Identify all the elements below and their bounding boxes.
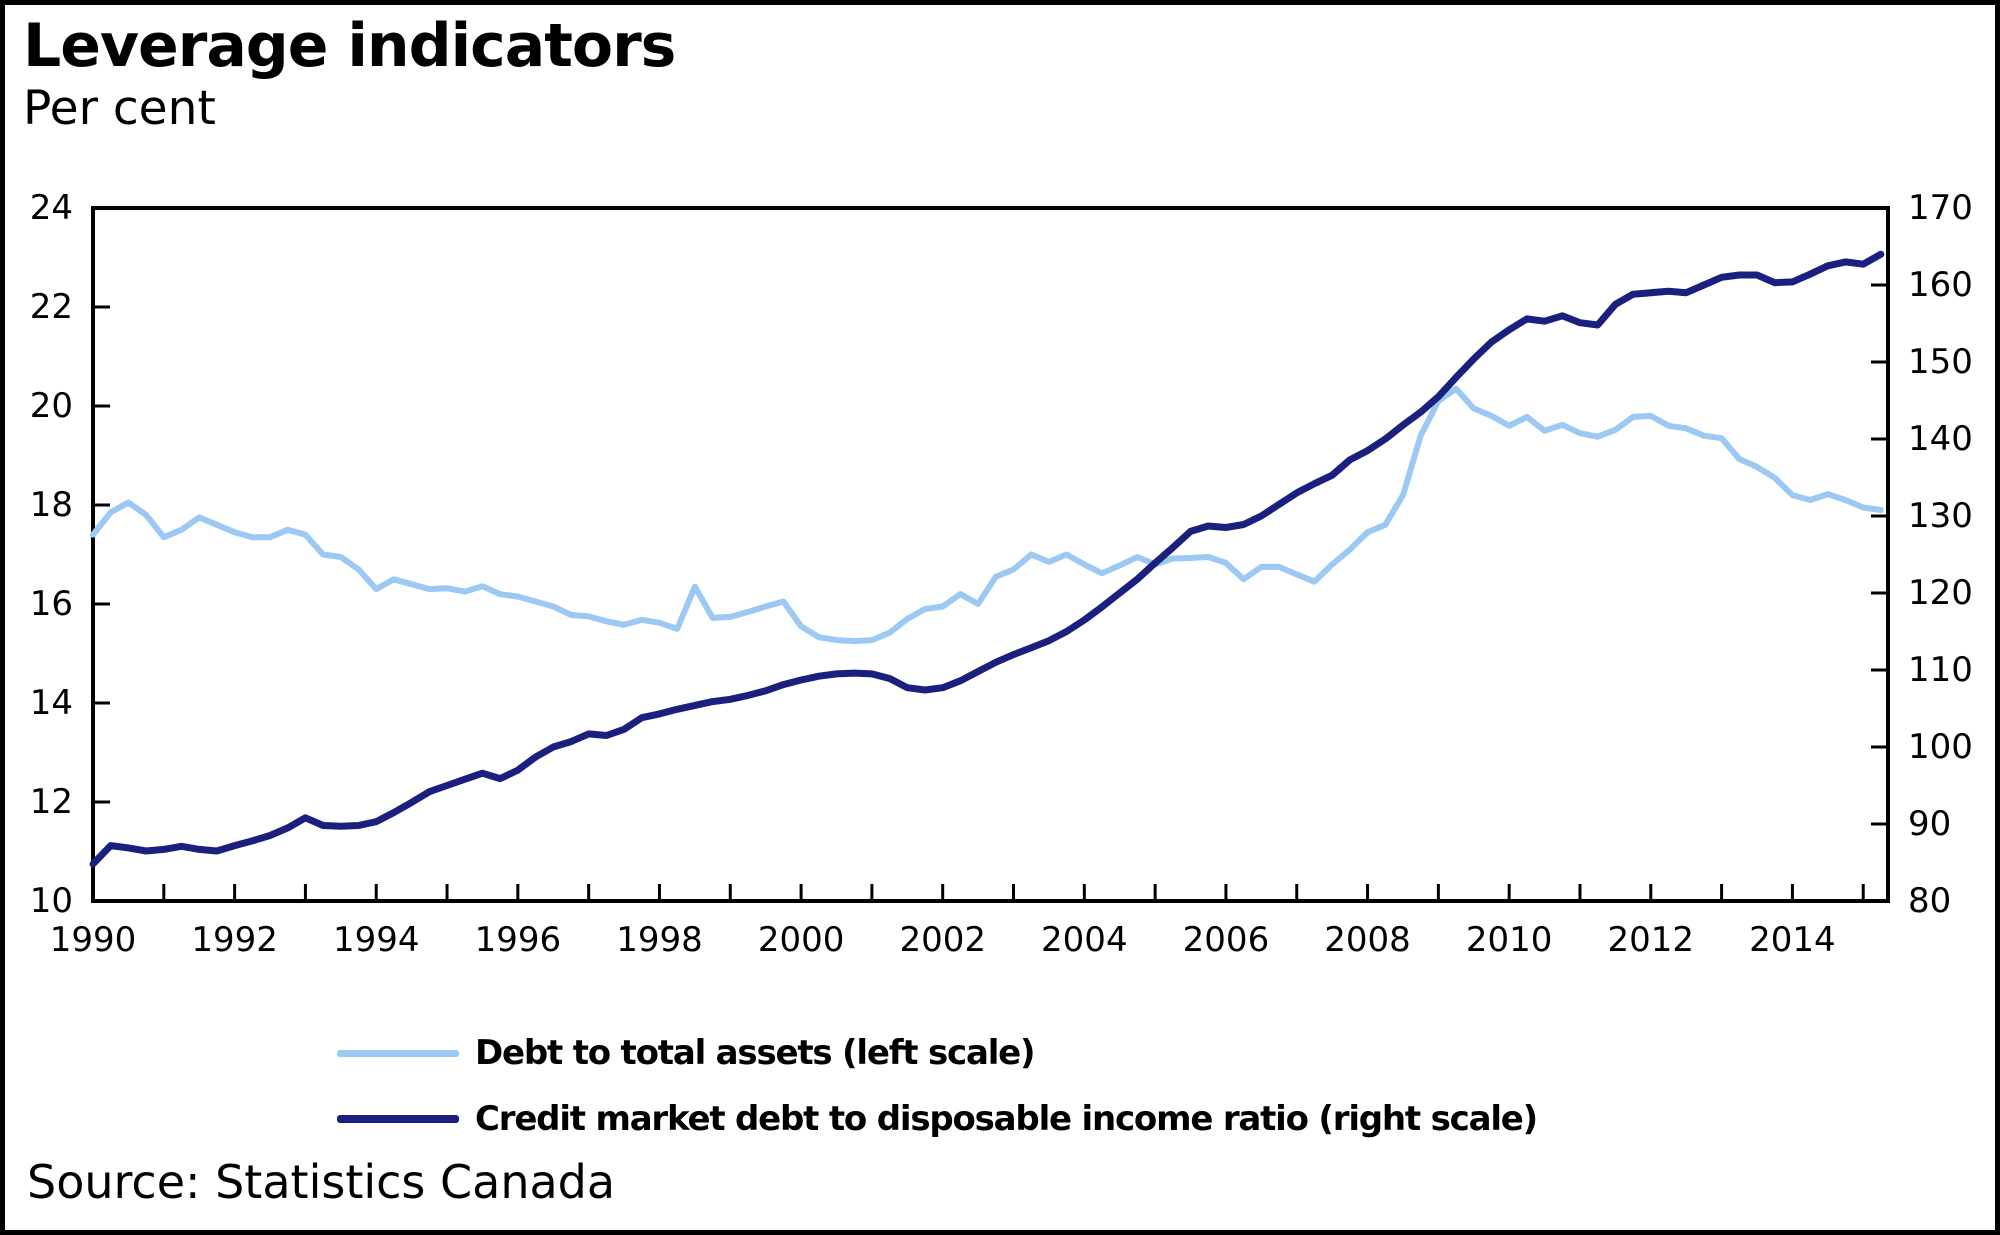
right-axis-tick-label: 90 xyxy=(1908,804,1951,844)
right-axis-tick-label: 160 xyxy=(1908,265,1973,305)
x-axis-tick-label: 1994 xyxy=(333,920,420,960)
x-axis-tick-label: 2010 xyxy=(1466,920,1553,960)
right-axis-tick-label: 150 xyxy=(1908,342,1973,382)
right-axis-tick-label: 80 xyxy=(1908,881,1951,921)
x-axis-tick-label: 2002 xyxy=(899,920,986,960)
x-axis-tick-label: 2012 xyxy=(1608,920,1695,960)
left-axis-tick-label: 18 xyxy=(30,485,73,525)
x-axis-tick-label: 2006 xyxy=(1183,920,1270,960)
axis-units-label: Per cent xyxy=(23,81,216,136)
left-axis-tick-label: 24 xyxy=(30,188,73,228)
page-title: Leverage indicators xyxy=(23,11,676,81)
right-axis-tick-label: 170 xyxy=(1908,188,1973,228)
right-axis-tick-label: 110 xyxy=(1908,650,1973,690)
left-axis-tick-label: 12 xyxy=(30,782,73,822)
plot-border xyxy=(91,206,1890,903)
series-line-debt-to-total-assets xyxy=(90,385,1884,645)
line-chart: 24 22 20 18 16 14 12 10 170 160 150 140 130 120 110 100… xyxy=(30,188,1973,960)
source-note: Source: Statistics Canada xyxy=(27,1155,616,1209)
left-axis-tick-label: 14 xyxy=(30,683,73,723)
x-axis-tick-label: 2014 xyxy=(1749,920,1836,960)
x-axis-tick-label: 2008 xyxy=(1324,920,1411,960)
x-axis-tick-label: 2004 xyxy=(1041,920,1128,960)
left-axis-tick-label: 22 xyxy=(30,287,73,327)
x-axis-tick-label: 1996 xyxy=(475,920,562,960)
left-axis-tick-label: 20 xyxy=(30,386,73,426)
right-axis-tick-label: 100 xyxy=(1908,727,1973,767)
right-axis-tick-label: 130 xyxy=(1908,496,1973,536)
left-axis-tick-label: 10 xyxy=(30,881,73,921)
x-axis-tick-label: 1992 xyxy=(191,920,278,960)
left-axis-tick-label: 16 xyxy=(30,584,73,624)
x-axis-tick-label: 2000 xyxy=(758,920,845,960)
right-axis-tick-label: 120 xyxy=(1908,573,1973,613)
right-axis-tick-label: 140 xyxy=(1908,419,1973,459)
series-line-credit-market-debt xyxy=(89,250,1885,868)
x-axis-tick-label: 1998 xyxy=(616,920,703,960)
x-axis-tick-label: 1990 xyxy=(50,920,137,960)
